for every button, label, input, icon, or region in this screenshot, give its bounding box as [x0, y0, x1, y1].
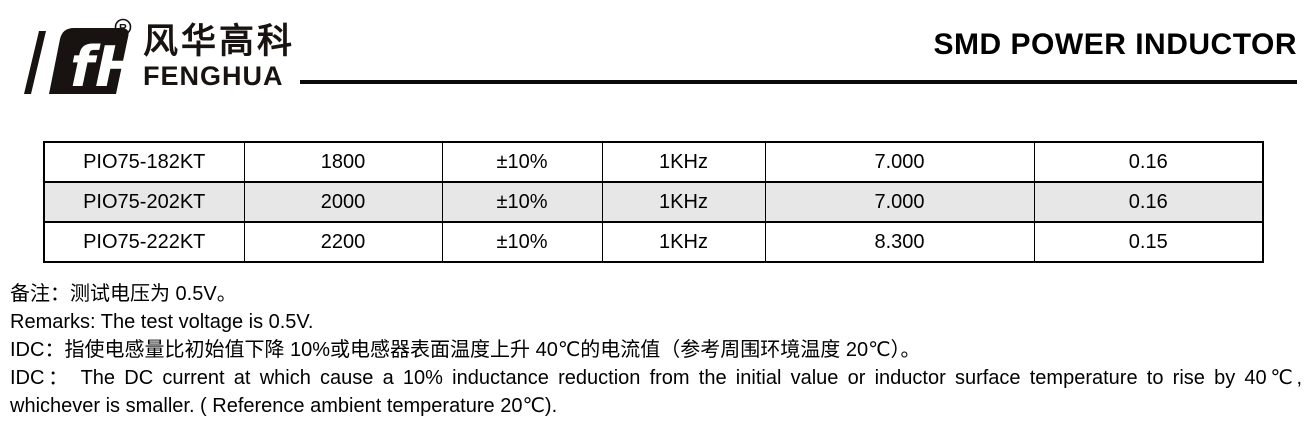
idc-cell: 7.000	[764, 181, 1035, 223]
idc-cell: 7.000	[764, 141, 1035, 183]
note-idc-en-line1: IDC： The DC current at which cause a 10%…	[10, 367, 1302, 389]
note-idc-cn: IDC：指使电感量比初始值下降 10%或电感器表面温度上升 40℃的电流值（参考…	[10, 339, 921, 361]
note-remark-cn: 备注：测试电压为 0.5V。	[10, 283, 237, 305]
tolerance-cell: ±10%	[441, 181, 603, 223]
table-row: PIO75-222KT 2200 ±10% 1KHz 8.300 0.15	[43, 221, 1264, 263]
frequency-cell: 1KHz	[601, 141, 766, 183]
page-title: SMD POWER INDUCTOR	[933, 28, 1297, 61]
svg-text:R: R	[119, 23, 127, 35]
idc-cell: 8.300	[764, 221, 1035, 263]
brand-name-english: FENGHUA	[143, 61, 284, 91]
inductor-spec-table: PIO75-182KT 1800 ±10% 1KHz 7.000 0.16 PI…	[43, 141, 1264, 263]
fenghua-logo-icon: fH R	[24, 18, 146, 100]
table-row: PIO75-182KT 1800 ±10% 1KHz 7.000 0.16	[43, 141, 1264, 183]
part-number-cell: PIO75-222KT	[43, 221, 245, 263]
dcr-cell: 0.16	[1033, 141, 1264, 183]
table-row: PIO75-202KT 2000 ±10% 1KHz 7.000 0.16	[43, 181, 1264, 223]
frequency-cell: 1KHz	[601, 221, 766, 263]
part-number-cell: PIO75-182KT	[43, 141, 245, 183]
inductance-cell: 1800	[243, 141, 443, 183]
brand-name-chinese: 风华高科	[143, 22, 296, 61]
header-divider	[300, 80, 1297, 84]
tolerance-cell: ±10%	[441, 141, 603, 183]
note-remark-en: Remarks: The test voltage is 0.5V.	[10, 311, 314, 333]
inductance-cell: 2200	[243, 221, 443, 263]
svg-text:fH: fH	[64, 35, 146, 100]
frequency-cell: 1KHz	[601, 181, 766, 223]
brand-text: 风华高科 FENGHUA	[143, 24, 295, 90]
dcr-cell: 0.16	[1033, 181, 1264, 223]
inductance-cell: 2000	[243, 181, 443, 223]
notes-block: 备注：测试电压为 0.5V。 Remarks: The test voltage…	[10, 280, 1302, 420]
part-number-cell: PIO75-202KT	[43, 181, 245, 223]
tolerance-cell: ±10%	[441, 221, 603, 263]
dcr-cell: 0.15	[1033, 221, 1264, 263]
registered-trademark-icon: R	[114, 18, 132, 36]
note-idc-en-line2: whichever is smaller. ( Reference ambien…	[10, 395, 558, 417]
